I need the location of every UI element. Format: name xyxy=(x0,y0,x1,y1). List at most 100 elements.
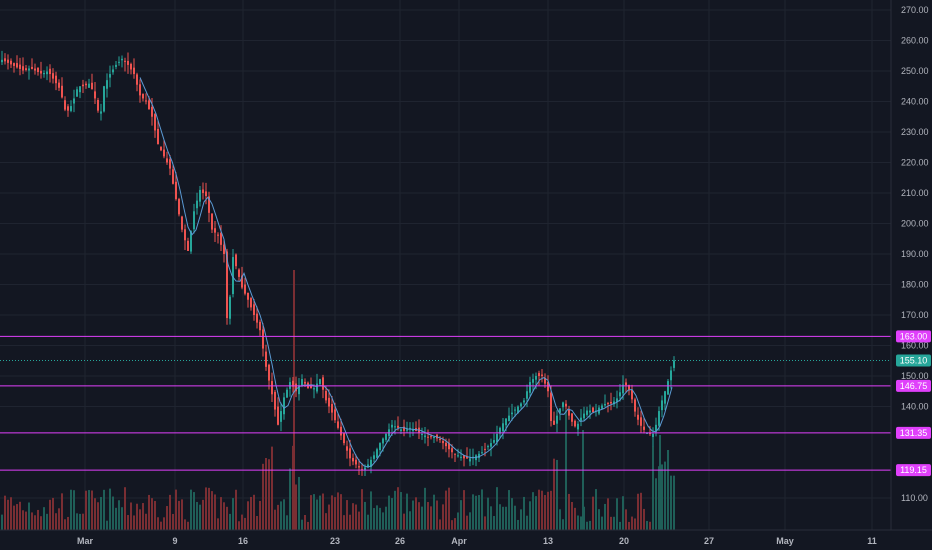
candle-body xyxy=(31,66,33,69)
volume-bar xyxy=(352,503,354,530)
candle-body xyxy=(214,228,216,233)
candle-body xyxy=(280,411,282,422)
price-axis[interactable]: 270.00 260.00 250.00 240.00 230.00 220.00 210.… xyxy=(901,5,929,503)
candle-body xyxy=(505,418,507,426)
volume-bar xyxy=(124,487,126,530)
candle-body xyxy=(430,436,432,438)
candle-body xyxy=(196,200,198,209)
candle-body xyxy=(439,439,441,441)
x-tick-label: May xyxy=(776,536,794,546)
candle-body xyxy=(94,91,96,99)
volume-bar xyxy=(37,509,39,530)
volume-bar xyxy=(493,516,495,530)
x-tick-label: 9 xyxy=(172,536,177,546)
volume-bar xyxy=(13,505,15,530)
volume-bar xyxy=(301,519,303,530)
candle-body xyxy=(121,58,123,61)
candle-body xyxy=(199,189,201,202)
candle-body xyxy=(502,423,504,432)
candle-body xyxy=(556,415,558,424)
volume-bar xyxy=(592,496,594,530)
x-tick-label: Mar xyxy=(77,536,94,546)
volume-bar xyxy=(328,504,330,530)
candle-body xyxy=(241,275,243,288)
volume-bar xyxy=(562,519,564,530)
candle-body xyxy=(310,385,312,389)
candle-body xyxy=(664,391,666,404)
volume-bar xyxy=(73,490,75,530)
candle-body xyxy=(412,429,414,432)
candle-body xyxy=(154,113,156,131)
candle-body xyxy=(304,381,306,384)
y-tick-label: 110.00 xyxy=(901,493,928,503)
volume-bar xyxy=(460,500,462,530)
volume-bar xyxy=(430,506,432,530)
candle-body xyxy=(391,424,393,428)
candle-body xyxy=(493,440,495,443)
candle-body xyxy=(577,423,579,430)
x-tick-label: 27 xyxy=(704,536,714,546)
volume-bar xyxy=(118,500,120,530)
candle-body xyxy=(160,147,162,151)
candle-body xyxy=(655,424,657,431)
x-tick-label: 20 xyxy=(619,536,629,546)
candle-body xyxy=(106,80,108,89)
candle-body xyxy=(61,85,63,98)
candle-body xyxy=(319,379,321,385)
volume-bar xyxy=(523,496,525,530)
candle-body xyxy=(424,435,426,438)
candle-body xyxy=(244,284,246,294)
candle-body xyxy=(574,420,576,427)
candle-body xyxy=(562,402,564,408)
volume-bar xyxy=(31,512,33,530)
volume-bar xyxy=(640,492,642,530)
x-tick-label: 16 xyxy=(238,536,248,546)
volume-bar xyxy=(616,498,618,530)
candle-body xyxy=(118,61,120,63)
volume-bar xyxy=(337,492,339,530)
volume-bar xyxy=(559,509,561,530)
x-tick-label: 13 xyxy=(543,536,553,546)
volume-bar xyxy=(355,504,357,530)
volume-bar xyxy=(418,502,420,530)
candle-body xyxy=(145,100,147,102)
candle-body xyxy=(445,442,447,447)
volume-bar xyxy=(322,493,324,530)
y-tick-label: 240.00 xyxy=(901,97,929,107)
candle-body xyxy=(295,383,297,392)
candle-body xyxy=(349,448,351,459)
candle-body xyxy=(487,446,489,448)
volume-bar xyxy=(664,461,666,530)
candle-body xyxy=(343,433,345,444)
volume-bar xyxy=(307,521,309,530)
volume-bar xyxy=(442,504,444,530)
volume-bar xyxy=(634,518,636,530)
candle-body xyxy=(163,149,165,157)
time-axis[interactable]: Mar 9 16 23 26 Apr 13 20 27 May 11 xyxy=(77,536,877,546)
candle-body xyxy=(271,381,273,395)
candle-body xyxy=(661,400,663,411)
volume-bar xyxy=(439,519,441,530)
horizontal-levels[interactable] xyxy=(0,335,891,471)
candle-body xyxy=(4,58,6,62)
candle-body xyxy=(34,68,36,71)
candle-body xyxy=(406,429,408,431)
volume-bar xyxy=(568,493,570,530)
volume-bar xyxy=(508,490,510,530)
volume-bar xyxy=(136,503,138,530)
candle-body xyxy=(325,390,327,401)
candle-body xyxy=(646,432,648,434)
candle-body xyxy=(610,401,612,404)
volume-bar xyxy=(580,516,582,530)
candle-body xyxy=(103,86,105,112)
candle-body xyxy=(193,211,195,230)
volume-bar xyxy=(382,512,384,530)
volume-bar xyxy=(19,501,21,530)
candle-body xyxy=(277,406,279,425)
candle-body xyxy=(427,436,429,438)
y-tick-label: 270.00 xyxy=(901,5,929,15)
candle-body xyxy=(76,89,78,97)
candle-body xyxy=(442,440,444,444)
volume-bar xyxy=(520,509,522,530)
